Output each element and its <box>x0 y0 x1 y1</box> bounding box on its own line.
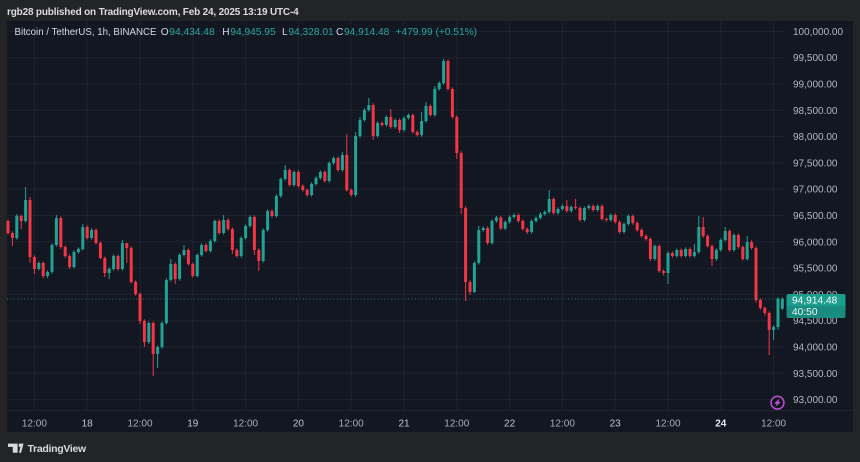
svg-text:99,500.00: 99,500.00 <box>793 53 838 64</box>
svg-text:12:00: 12:00 <box>444 419 469 430</box>
svg-text:94,500.00: 94,500.00 <box>793 316 838 327</box>
svg-text:94,914.48: 94,914.48 <box>792 296 838 307</box>
svg-text:94,434.48: 94,434.48 <box>169 27 215 38</box>
svg-text:98,000.00: 98,000.00 <box>793 132 838 143</box>
svg-text:93,000.00: 93,000.00 <box>793 395 838 406</box>
svg-text:O: O <box>161 27 169 38</box>
svg-text:94,000.00: 94,000.00 <box>793 343 838 354</box>
svg-text:95,500.00: 95,500.00 <box>793 264 838 275</box>
svg-text:23: 23 <box>610 419 622 430</box>
svg-text:L: L <box>282 27 288 38</box>
svg-text:22: 22 <box>504 419 516 430</box>
svg-text:98,500.00: 98,500.00 <box>793 106 838 117</box>
svg-text:12:00: 12:00 <box>550 419 575 430</box>
svg-text:96,500.00: 96,500.00 <box>793 211 838 222</box>
svg-text:20: 20 <box>293 419 305 430</box>
svg-text:97,000.00: 97,000.00 <box>793 185 838 196</box>
svg-text:+479.99 (+0.51%): +479.99 (+0.51%) <box>396 27 478 38</box>
svg-text:97,500.00: 97,500.00 <box>793 158 838 169</box>
svg-text:93,500.00: 93,500.00 <box>793 369 838 380</box>
svg-text:94,914.48: 94,914.48 <box>344 27 390 38</box>
svg-text:Bitcoin / TetherUS, 1h, BINANC: Bitcoin / TetherUS, 1h, BINANCE <box>15 27 158 38</box>
svg-text:12:00: 12:00 <box>22 419 47 430</box>
svg-text:C: C <box>336 27 343 38</box>
svg-text:21: 21 <box>398 419 410 430</box>
svg-text:12:00: 12:00 <box>127 419 152 430</box>
svg-text:99,000.00: 99,000.00 <box>793 80 838 91</box>
svg-text:H: H <box>222 27 229 38</box>
svg-text:40:50: 40:50 <box>792 307 818 318</box>
svg-text:12:00: 12:00 <box>339 419 364 430</box>
svg-text:TradingView: TradingView <box>28 443 87 455</box>
svg-text:12:00: 12:00 <box>655 419 680 430</box>
svg-text:12:00: 12:00 <box>233 419 258 430</box>
svg-text:12:00: 12:00 <box>761 419 786 430</box>
svg-text:94,945.95: 94,945.95 <box>230 27 276 38</box>
svg-text:19: 19 <box>187 419 199 430</box>
svg-text:96,000.00: 96,000.00 <box>793 237 838 248</box>
svg-text:24: 24 <box>715 419 727 430</box>
svg-text:100,000.00: 100,000.00 <box>793 27 843 38</box>
svg-text:94,328.01: 94,328.01 <box>288 27 334 38</box>
svg-text:rgb28 published on TradingView: rgb28 published on TradingView.com, Feb … <box>7 7 299 18</box>
svg-text:18: 18 <box>82 419 94 430</box>
